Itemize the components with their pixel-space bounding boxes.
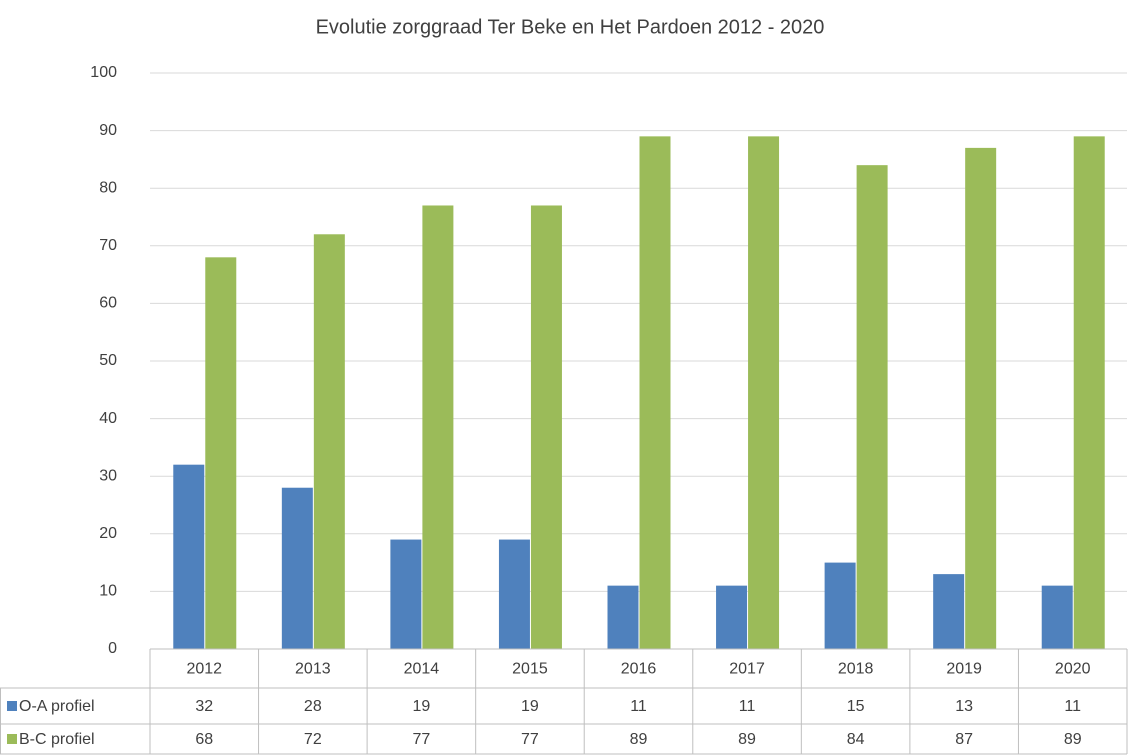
table-value: 72 bbox=[304, 731, 322, 748]
table-value: 13 bbox=[955, 698, 973, 715]
bar bbox=[965, 147, 997, 649]
table-value: 15 bbox=[847, 698, 865, 715]
legend-swatch bbox=[7, 734, 17, 744]
y-tick-label: 80 bbox=[99, 179, 117, 196]
bar bbox=[639, 136, 671, 650]
table-value: 89 bbox=[738, 731, 756, 748]
bar bbox=[1073, 136, 1105, 650]
x-tick-label: 2013 bbox=[295, 661, 331, 678]
x-tick-label: 2016 bbox=[621, 661, 657, 678]
bar bbox=[422, 205, 454, 650]
legend-label: O-A profiel bbox=[19, 698, 95, 715]
table-value: 77 bbox=[521, 731, 539, 748]
x-tick-label: 2015 bbox=[512, 661, 548, 678]
y-tick-label: 60 bbox=[99, 295, 117, 312]
table-value: 84 bbox=[847, 731, 865, 748]
table-value: 89 bbox=[1064, 731, 1082, 748]
table-value: 11 bbox=[739, 698, 756, 715]
bar bbox=[1041, 585, 1073, 649]
bar bbox=[530, 205, 562, 650]
x-tick-label: 2017 bbox=[729, 661, 765, 678]
table-value: 19 bbox=[412, 698, 430, 715]
bar bbox=[498, 539, 530, 649]
bar bbox=[748, 136, 780, 650]
table-value: 89 bbox=[630, 731, 648, 748]
table-value: 68 bbox=[195, 731, 213, 748]
table-value: 11 bbox=[1064, 698, 1081, 715]
x-tick-label: 2014 bbox=[404, 661, 440, 678]
table-value: 11 bbox=[630, 698, 647, 715]
table-value: 77 bbox=[412, 731, 430, 748]
bar bbox=[390, 539, 422, 649]
y-tick-label: 40 bbox=[99, 410, 117, 427]
bar bbox=[205, 257, 237, 649]
table-value: 19 bbox=[521, 698, 539, 715]
x-tick-label: 2020 bbox=[1055, 661, 1091, 678]
bar bbox=[173, 464, 205, 649]
y-tick-label: 20 bbox=[99, 525, 117, 542]
x-tick-label: 2012 bbox=[186, 661, 222, 678]
table-value: 32 bbox=[195, 698, 213, 715]
x-tick-label: 2019 bbox=[946, 661, 982, 678]
bar bbox=[933, 574, 965, 649]
table-value: 87 bbox=[955, 731, 973, 748]
y-tick-label: 50 bbox=[99, 352, 117, 369]
chart-title: Evolutie zorggraad Ter Beke en Het Pardo… bbox=[316, 16, 825, 38]
bar bbox=[856, 165, 888, 649]
bar bbox=[281, 487, 313, 649]
y-tick-label: 100 bbox=[90, 64, 117, 81]
y-tick-label: 0 bbox=[108, 640, 117, 657]
y-tick-label: 70 bbox=[99, 237, 117, 254]
bar bbox=[607, 585, 639, 649]
y-tick-label: 90 bbox=[99, 122, 117, 139]
y-tick-label: 30 bbox=[99, 467, 117, 484]
bar bbox=[313, 234, 345, 649]
x-tick-label: 2018 bbox=[838, 661, 874, 678]
y-tick-label: 10 bbox=[99, 583, 117, 600]
bar bbox=[824, 562, 856, 649]
bar bbox=[716, 585, 748, 649]
legend-label: B-C profiel bbox=[19, 731, 95, 748]
legend-swatch bbox=[7, 701, 17, 711]
table-value: 28 bbox=[304, 698, 322, 715]
